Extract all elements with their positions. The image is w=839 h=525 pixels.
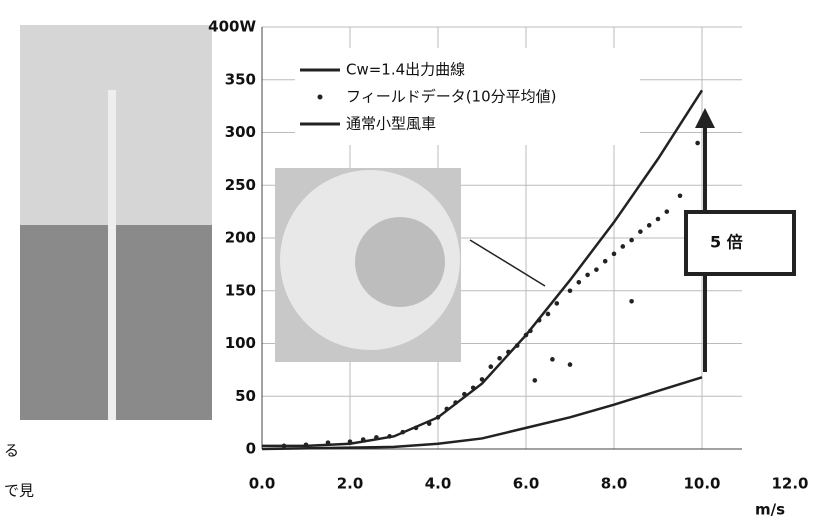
inset-rotor (355, 217, 445, 307)
x-tick-label: 8.0 (601, 475, 628, 493)
x-tick-label: 12.0 (771, 475, 808, 493)
data-point (445, 407, 450, 412)
y-tick-label: 400W (208, 18, 256, 36)
data-point (577, 280, 582, 285)
x-tick-label: 6.0 (513, 475, 540, 493)
x-axis-unit: m/s (755, 501, 785, 519)
data-point (348, 439, 353, 444)
legend-label: フィールドデータ(10分平均値) (346, 88, 557, 106)
x-tick-label: 10.0 (683, 475, 720, 493)
data-point (506, 350, 511, 355)
y-tick-label: 100 (225, 334, 256, 352)
data-point (528, 329, 533, 334)
y-tick-label: 150 (225, 281, 256, 299)
data-point (629, 238, 634, 243)
data-point (537, 318, 542, 323)
data-point (612, 252, 617, 257)
data-point (629, 299, 634, 304)
data-point (414, 426, 419, 431)
data-point (304, 442, 309, 447)
data-point (489, 364, 494, 369)
y-tick-label: 300 (225, 123, 256, 141)
pointer-arrow (470, 240, 545, 286)
legend-label: Cw=1.4出力曲線 (346, 61, 465, 79)
data-point (497, 356, 502, 361)
data-point (550, 357, 555, 362)
y-tick-label: 0 (246, 440, 256, 458)
data-point (638, 229, 643, 234)
annotation: 5 倍 (710, 233, 743, 252)
data-point (695, 141, 700, 146)
data-point (480, 377, 485, 382)
side-text: る (4, 442, 19, 460)
data-point (665, 209, 670, 214)
side-text: で見 (4, 482, 34, 500)
data-point (462, 392, 467, 397)
data-point (524, 333, 529, 338)
legend-label: 通常小型風車 (346, 115, 436, 133)
photo-pole (108, 90, 116, 420)
data-point (678, 194, 683, 199)
ratio-arrow-head (695, 108, 715, 128)
x-tick-label: 2.0 (337, 475, 364, 493)
data-point (568, 362, 573, 367)
data-point (594, 267, 599, 272)
data-point (401, 430, 406, 435)
y-tick-label: 250 (225, 176, 256, 194)
legend-swatch (318, 95, 323, 100)
data-point (361, 437, 366, 442)
data-point (374, 435, 379, 440)
x-tick-label: 4.0 (425, 475, 452, 493)
series-line (262, 377, 702, 449)
data-point (471, 386, 476, 391)
y-tick-label: 200 (225, 229, 256, 247)
data-point (603, 259, 608, 264)
data-point (555, 301, 560, 306)
data-point (656, 217, 661, 222)
chart: る で見 Cw=1.4出力曲線フィールドデータ(10分平均値) 通常小型風車 5 … (0, 0, 839, 525)
data-point (515, 343, 520, 348)
data-point (453, 400, 458, 405)
data-point (546, 312, 551, 317)
data-point (326, 440, 331, 445)
data-point (647, 223, 652, 228)
x-tick-label: 0.0 (249, 475, 276, 493)
data-point (427, 421, 432, 426)
y-tick-label: 50 (235, 387, 256, 405)
data-point (436, 415, 441, 420)
data-point (568, 288, 573, 293)
y-tick-label: 350 (225, 70, 256, 88)
data-point (387, 434, 392, 439)
data-point (533, 378, 538, 383)
data-point (621, 244, 626, 249)
data-point (585, 273, 590, 278)
